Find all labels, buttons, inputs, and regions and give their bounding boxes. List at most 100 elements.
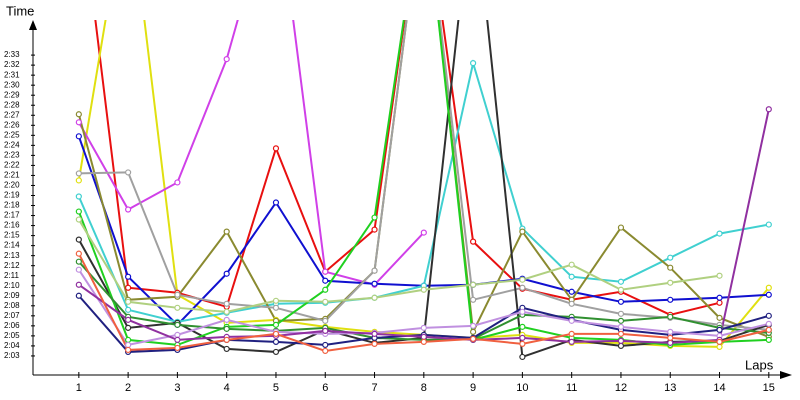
point <box>667 264 674 271</box>
point <box>765 336 772 344</box>
point <box>322 327 329 334</box>
y-tick-label: 2:30 <box>4 80 20 89</box>
point <box>272 348 280 356</box>
point <box>617 323 625 330</box>
point <box>617 330 625 337</box>
point <box>765 221 772 228</box>
point <box>470 60 477 67</box>
point <box>75 111 82 118</box>
point <box>568 300 575 307</box>
y-tick-label: 2:27 <box>4 110 20 119</box>
x-tick-label: 6 <box>322 382 328 394</box>
point <box>667 339 674 347</box>
point <box>519 340 526 348</box>
y-tick-label: 2:21 <box>4 171 20 180</box>
point <box>75 208 82 215</box>
x-tick-label: 7 <box>371 382 377 394</box>
x-tick-label: 10 <box>516 382 528 394</box>
y-tick-label: 2:16 <box>4 221 20 230</box>
point <box>667 328 674 335</box>
y-tick-label: 2:18 <box>4 201 20 210</box>
point <box>272 145 280 152</box>
point <box>371 330 378 337</box>
point <box>519 276 526 283</box>
series-line <box>78 20 769 331</box>
point <box>125 324 132 331</box>
y-tick-label: 2:10 <box>4 281 20 290</box>
point <box>223 308 230 315</box>
point <box>716 343 723 351</box>
point <box>174 321 181 328</box>
point <box>470 296 477 303</box>
x-tick-label: 11 <box>566 382 577 394</box>
point <box>519 284 526 291</box>
point <box>667 279 674 286</box>
point <box>223 325 230 332</box>
point <box>125 346 132 354</box>
point <box>519 308 526 315</box>
point <box>568 273 575 280</box>
point <box>371 340 378 348</box>
y-tick-label: 2:05 <box>4 331 20 340</box>
point <box>75 133 82 140</box>
point <box>765 291 772 298</box>
point <box>716 338 723 346</box>
point <box>223 345 230 353</box>
point <box>322 347 329 355</box>
point <box>125 273 132 280</box>
y-tick-label: 2:29 <box>4 90 20 99</box>
series-line <box>77 20 770 359</box>
point <box>272 338 280 346</box>
point <box>420 286 427 293</box>
point <box>223 316 230 323</box>
point <box>617 317 625 324</box>
y-tick-label: 2:31 <box>4 70 20 79</box>
y-axis-label: Time <box>6 3 34 18</box>
point <box>716 230 723 237</box>
point <box>470 238 477 245</box>
series-line <box>77 20 425 286</box>
point <box>470 335 477 342</box>
point <box>322 298 329 305</box>
point <box>568 330 575 337</box>
point <box>371 280 378 287</box>
point <box>667 334 674 341</box>
point <box>519 228 526 235</box>
point <box>667 313 674 320</box>
point <box>125 336 132 344</box>
x-tick-label: 5 <box>273 382 279 394</box>
point <box>568 317 575 324</box>
point <box>765 284 772 291</box>
point <box>568 261 575 268</box>
y-tick-label: 2:17 <box>4 211 20 220</box>
point <box>716 326 723 333</box>
point <box>272 199 280 206</box>
point <box>75 193 82 200</box>
point <box>519 334 526 341</box>
point <box>617 342 625 350</box>
point <box>223 336 230 344</box>
point <box>75 258 82 265</box>
point <box>716 272 723 279</box>
y-tick-label: 2:15 <box>4 231 20 240</box>
y-tick-label: 2:33 <box>4 50 20 59</box>
point <box>223 270 230 277</box>
point <box>371 226 378 233</box>
point <box>174 344 181 352</box>
point <box>617 224 625 231</box>
point <box>617 298 625 305</box>
y-tick-label: 2:28 <box>4 100 20 109</box>
y-tick-label: 2:06 <box>4 321 20 330</box>
point <box>568 288 575 295</box>
point <box>568 338 575 346</box>
point <box>617 310 625 317</box>
point <box>223 300 230 307</box>
point <box>223 56 230 63</box>
y-tick-label: 2:03 <box>4 351 20 360</box>
y-tick-label: 2:26 <box>4 120 20 129</box>
x-tick-label: 12 <box>615 382 627 394</box>
point <box>420 338 427 346</box>
y-tick-label: 2:22 <box>4 161 20 170</box>
point <box>125 306 132 313</box>
point <box>765 106 772 113</box>
